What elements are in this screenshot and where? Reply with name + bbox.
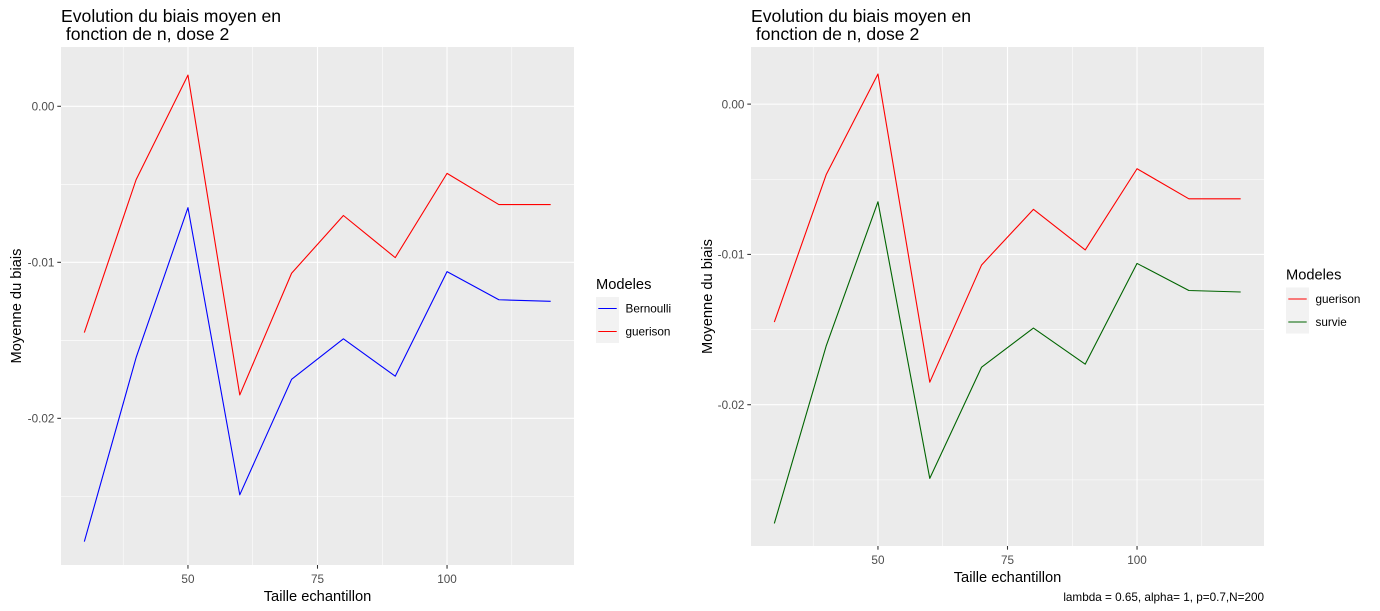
y-tick-label: -0.01 xyxy=(28,257,55,270)
y-axis-title: Moyenne du biais xyxy=(700,239,716,354)
series-line-guerison xyxy=(773,73,1241,383)
x-tick-label: 50 xyxy=(871,554,885,567)
chart-left: 0.00 -0.01 -0.02 50 75 100 Taille echantillon M… xyxy=(9,6,671,605)
legend-label: guerison xyxy=(1316,293,1361,306)
x-tick-label: 100 xyxy=(437,573,457,586)
legend-title: Modeles xyxy=(596,277,651,293)
y-tick-label: -0.01 xyxy=(718,249,745,262)
chart-title-line: Evolution du biais moyen en xyxy=(61,6,281,26)
legend-label: Bernoulli xyxy=(626,303,672,316)
chart-title-line: Evolution du biais moyen en xyxy=(751,6,971,26)
x-axis-title: Taille echantillon xyxy=(954,570,1062,586)
x-tick-label: 100 xyxy=(1127,554,1147,567)
series-line-guerison xyxy=(83,74,551,396)
y-axis-title: Moyenne du biais xyxy=(9,249,25,364)
series-line-bernoulli xyxy=(83,207,551,542)
chart-caption: lambda = 0.65, alpha= 1, p=0.7,N=200 xyxy=(1063,591,1264,604)
x-tick-label: 75 xyxy=(1001,554,1015,567)
legend-label: survie xyxy=(1316,316,1347,329)
y-tick-label: 0.00 xyxy=(722,98,745,111)
y-tick-label: 0.00 xyxy=(32,101,55,114)
legend: Modeles Bernoulli guerison xyxy=(596,277,671,343)
chart-title-line: fonction de n, dose 2 xyxy=(61,24,229,44)
y-tick-label: -0.02 xyxy=(28,413,55,426)
legend: Modeles guerison survie xyxy=(1286,268,1360,334)
chart-right: 0.00 -0.01 -0.02 50 75 100 Taille echantillon M… xyxy=(700,6,1360,604)
y-tick-label: -0.02 xyxy=(718,399,745,412)
series-line-survie xyxy=(773,201,1241,524)
x-axis-title: Taille echantillon xyxy=(264,589,372,605)
chart-title-line: fonction de n, dose 2 xyxy=(751,24,919,44)
legend-title: Modeles xyxy=(1286,268,1341,284)
x-tick-label: 75 xyxy=(311,573,325,586)
x-tick-label: 50 xyxy=(181,573,195,586)
legend-label: guerison xyxy=(626,326,671,339)
